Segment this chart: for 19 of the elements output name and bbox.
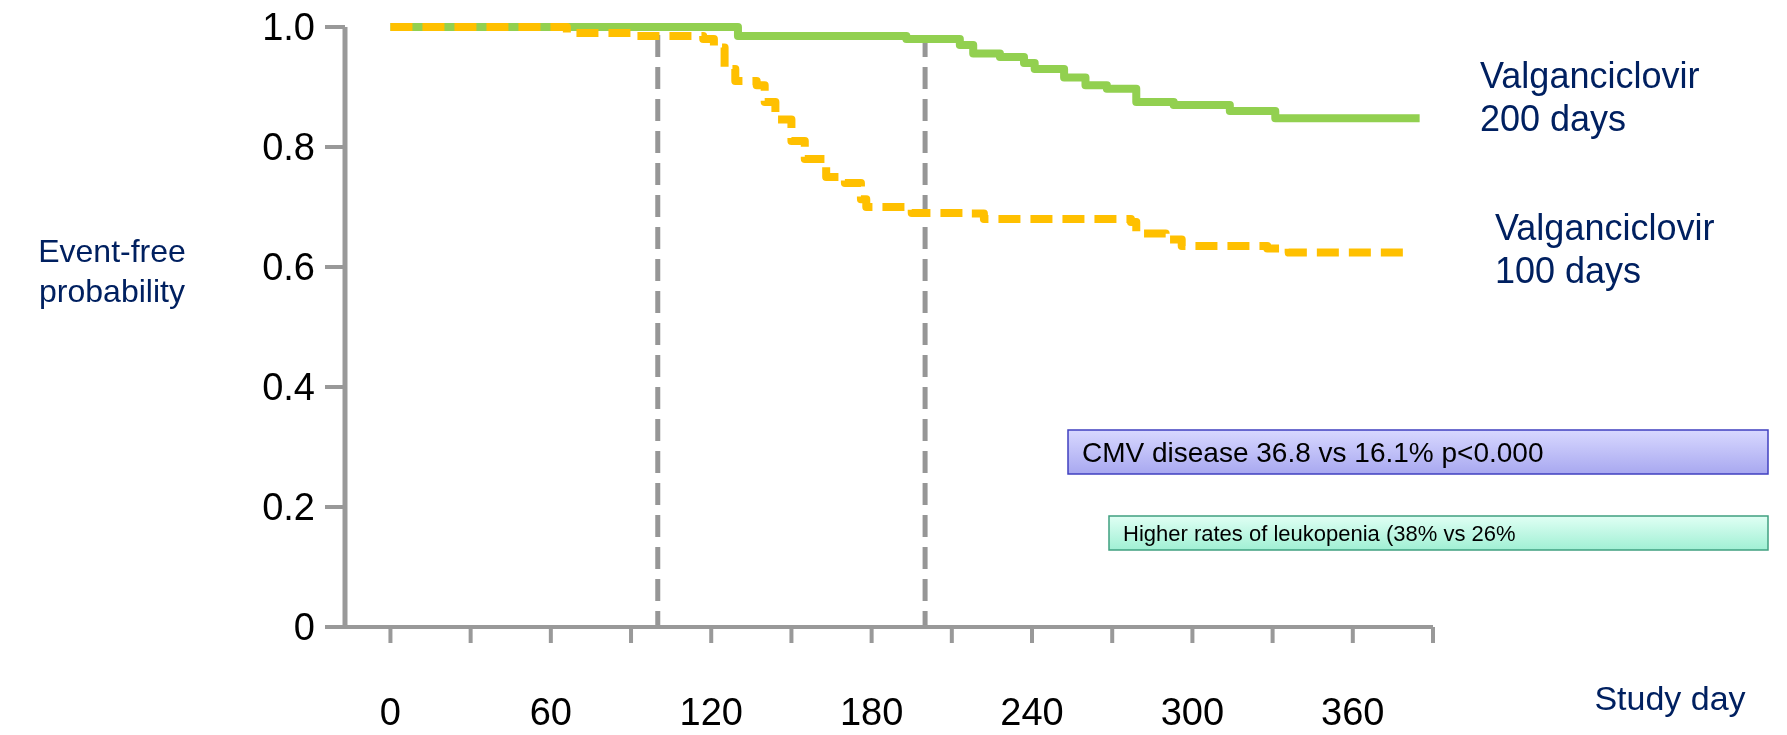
- x-tick-label: 300: [1160, 691, 1225, 733]
- y-axis-title: Event-free probability: [38, 233, 186, 309]
- x-tick-label: 120: [679, 691, 743, 733]
- x-tick-label: 360: [1321, 691, 1385, 733]
- x-tick-label: 0: [379, 691, 402, 733]
- x-tick-label: 60: [529, 691, 572, 733]
- series-label: Valganciclovir 200 days: [1480, 55, 1700, 140]
- y-tick-label: 1.0: [262, 6, 315, 49]
- y-tick-label: 0.8: [262, 126, 315, 169]
- x-tick-label: 240: [1000, 691, 1064, 733]
- x-tick-label: 180: [839, 691, 904, 733]
- y-tick-label: 0.6: [262, 246, 315, 289]
- y-tick-label: 0: [293, 606, 315, 649]
- y-tick-label: 0.4: [262, 366, 315, 409]
- x-axis-title: Study day: [1594, 679, 1746, 717]
- y-tick-label: 0.2: [262, 486, 315, 529]
- annotation: CMV disease 36.8 vs 16.1% p<0.000: [1082, 436, 1544, 468]
- text: Valganciclovir 100 days: [1495, 207, 1715, 292]
- annotation: Higher rates of leukopenia (38% vs 26%: [1123, 520, 1516, 546]
